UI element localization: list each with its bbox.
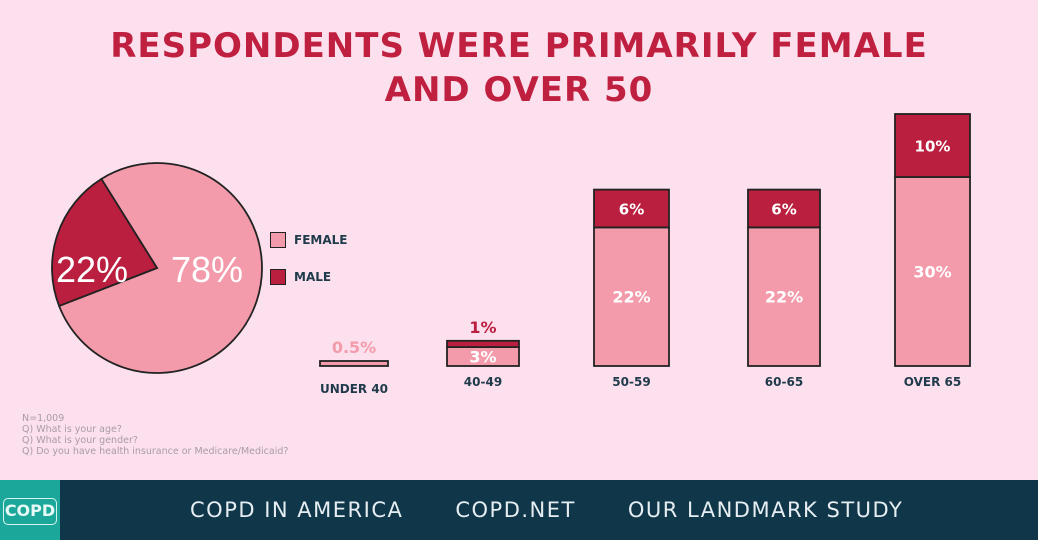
legend-male: MALE	[270, 269, 331, 285]
bar-label-male: 6%	[771, 201, 796, 219]
footer-link-copd-net[interactable]: COPD.NET	[455, 498, 576, 522]
note: N=1,009	[22, 413, 65, 424]
bar-label-male: 6%	[619, 201, 644, 219]
x-tick-label: UNDER 40	[320, 382, 388, 396]
bar-label-female: 0.5%	[332, 338, 376, 357]
legend-female: FEMALE	[270, 232, 347, 248]
bar-female	[319, 360, 389, 367]
bar-label-female: 22%	[765, 288, 803, 307]
footer-link-landmark-study[interactable]: OUR LANDMARK STUDY	[627, 498, 904, 522]
x-tick-label: OVER 65	[904, 375, 961, 389]
pie-label-male: 22%	[56, 249, 128, 290]
pie-label-female: 78%	[171, 249, 243, 290]
pie-slice-male	[51, 177, 159, 308]
survey-notes: N=1,009 Q) What is your age? Q) What is …	[22, 413, 288, 457]
legend-swatch-female	[270, 232, 286, 248]
legend-label: FEMALE	[294, 233, 348, 247]
note: Q) What is your age?	[22, 424, 122, 435]
footer: COPD COPD IN AMERICA COPD.NET OUR LANDMA…	[0, 480, 1038, 540]
title-line-2: AND OVER 50	[384, 70, 654, 110]
x-tick-label: 40-49	[464, 375, 502, 389]
logo-text: COPD	[3, 498, 57, 525]
pie-slice-female	[57, 162, 263, 374]
bar-male	[747, 188, 821, 229]
bar-label-male: 10%	[915, 138, 951, 156]
chart-title: RESPONDENTS WERE PRIMARILY FEMALE AND OV…	[0, 24, 1038, 112]
x-tick-label: 50-59	[612, 375, 650, 389]
bar-male	[593, 188, 670, 229]
note: Q) What is your gender?	[22, 435, 138, 446]
bar-label-female: 30%	[913, 263, 951, 282]
legend-label: MALE	[294, 270, 332, 284]
bar-male	[894, 113, 971, 178]
x-tick-label: 60-65	[765, 375, 803, 389]
bar-label-male: 1%	[469, 318, 496, 337]
bar-male	[446, 339, 520, 348]
note: Q) Do you have health insurance or Medic…	[22, 446, 289, 457]
footer-link-copd-in-america[interactable]: COPD IN AMERICA	[190, 498, 404, 522]
chart-canvas: 22% 78% 0.5% UNDER 40 3% 1% 40-49 22% 6% 50-59 22%…	[51, 113, 971, 396]
copd-logo[interactable]: COPD	[0, 480, 60, 540]
title-line-1: RESPONDENTS WERE PRIMARILY FEMALE	[110, 26, 928, 66]
bar-label-female: 3%	[469, 348, 496, 367]
bar-label-female: 22%	[612, 288, 650, 307]
bar-female	[894, 176, 971, 367]
legend-swatch-male	[270, 269, 286, 285]
